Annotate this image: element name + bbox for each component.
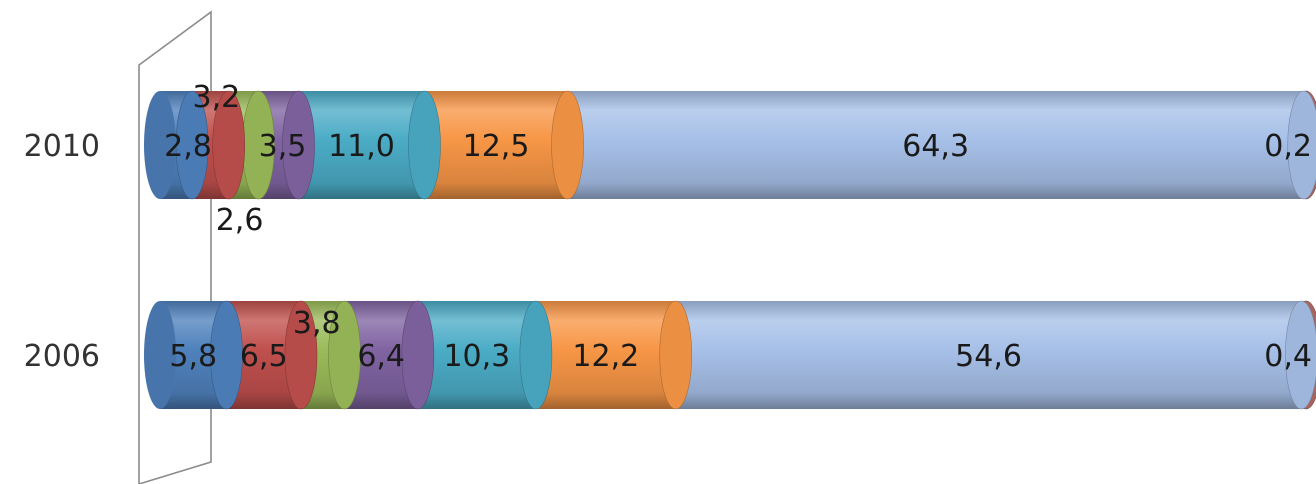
data-label-2006-2: 6,5 (240, 339, 288, 374)
data-label-2006-5: 10,3 (443, 339, 510, 374)
bar-left-cap-2006 (144, 301, 176, 409)
data-label-2006-3: 3,8 (293, 306, 341, 341)
data-label-2010-2: 3,2 (193, 80, 241, 115)
data-label-2010-6: 12,5 (463, 129, 530, 164)
data-label-2006-4: 6,4 (357, 339, 405, 374)
data-label-2010-1: 2,8 (164, 129, 212, 164)
data-label-2006-8: 0,4 (1264, 339, 1312, 374)
bar-left-cap-2010 (144, 91, 176, 199)
data-label-2010-8: 0,2 (1264, 129, 1312, 164)
labels-layer: 2010 2,8 3,2 2,6 3,5 11,0 12,5 64,3 0,2 2006 5,8 6,… (24, 80, 1312, 374)
data-label-2006-1: 5,8 (169, 339, 217, 374)
axis-wall (138, 10, 212, 484)
data-label-2010-4: 3,5 (259, 129, 307, 164)
bars-layer (144, 90, 1316, 410)
bar-segment-2006-2 (226, 300, 318, 410)
bar-segment-2010-5 (298, 90, 441, 200)
bar-segment-2010-7 (567, 90, 1316, 200)
data-label-2010-7: 64,3 (902, 129, 969, 164)
bar-segment-2010-6 (424, 90, 584, 200)
category-label-2006: 2006 (24, 339, 100, 374)
data-label-2010-3: 2,6 (216, 203, 264, 238)
category-label-2010: 2010 (24, 129, 100, 164)
bar-segment-2006-7 (675, 300, 1316, 410)
data-label-2006-7: 54,6 (955, 339, 1022, 374)
data-label-2006-6: 12,2 (572, 339, 639, 374)
axis-layer (138, 10, 212, 484)
bar-segment-2006-6 (535, 300, 693, 410)
data-label-2010-5: 11,0 (328, 129, 395, 164)
bar-segment-2006-5 (417, 300, 553, 410)
